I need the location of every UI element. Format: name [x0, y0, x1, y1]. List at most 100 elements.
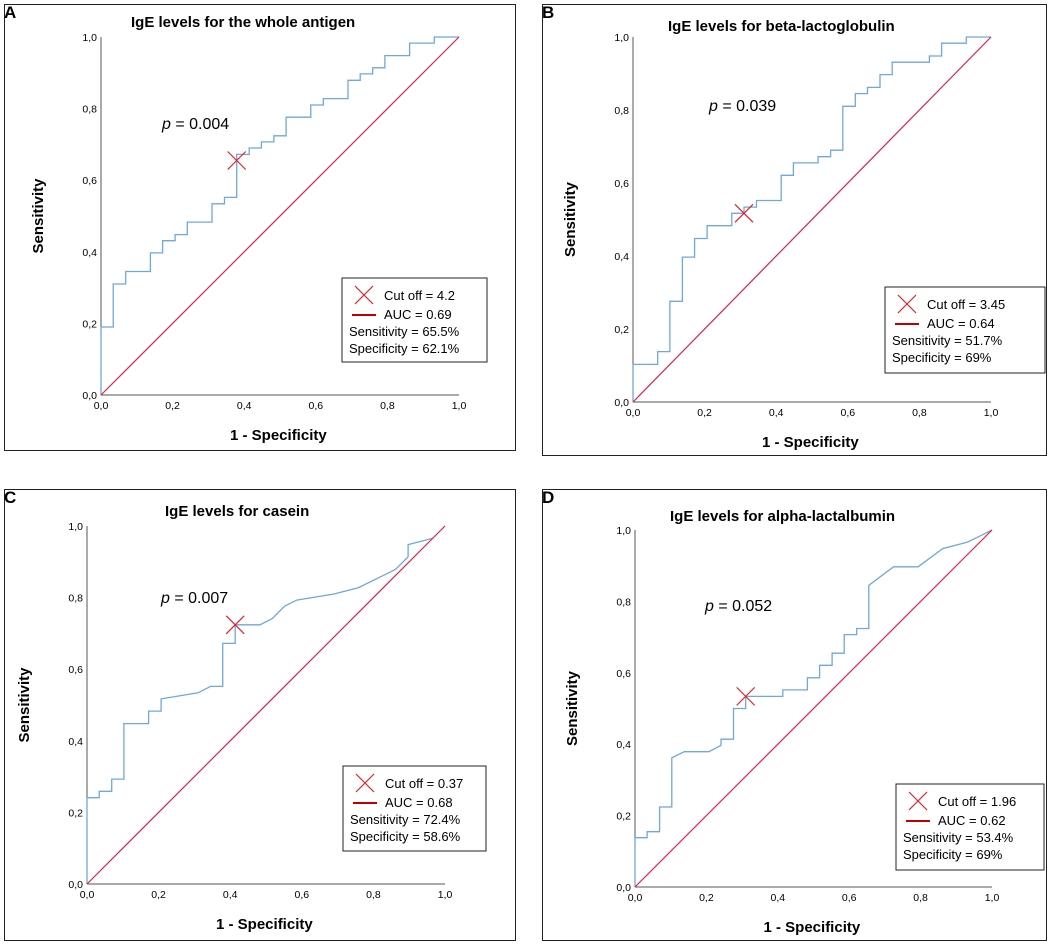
chart-d: IgE levels for alpha-lactalbumin 0,0 0,2 0,… — [564, 508, 1045, 936]
y-tick-label: 0,6 — [616, 668, 631, 680]
x-tick-label: 0,4 — [237, 400, 252, 412]
legend-sensitivity-text: Sensitivity = 65.5% — [349, 324, 460, 339]
y-tick-label: 0,8 — [68, 593, 83, 605]
legend-specificity-text: Specificity = 62.1% — [349, 341, 460, 356]
legend-auc-text: AUC = 0.69 — [384, 307, 452, 322]
legend-cutoff-icon — [908, 791, 928, 811]
x-tick-label: 0,2 — [165, 400, 180, 412]
y-tick-label: 0,2 — [616, 811, 631, 823]
legend-cutoff-text: Cut off = 4.2 — [384, 288, 455, 303]
legend-box — [342, 765, 487, 852]
y-tick-label: 0,4 — [616, 739, 631, 751]
legend-box — [341, 277, 488, 363]
x-tick-label: 1,0 — [438, 889, 453, 901]
x-axis-label: 1 - Specificity — [764, 919, 861, 936]
x-tick-label: 1,0 — [985, 892, 1000, 904]
chart-c: IgE levels for casein 0,0 0,2 0,4 0,6 0,8 1,0 0… — [16, 503, 487, 933]
p-value-label: p = 0.039 — [708, 98, 776, 115]
x-tick-label: 0,6 — [294, 889, 309, 901]
reference-line — [632, 36, 992, 403]
legend-cutoff-text: Cut off = 0.37 — [385, 776, 463, 791]
legend-auc-text: AUC = 0.62 — [938, 813, 1006, 828]
x-tick-label: 0,4 — [770, 892, 785, 904]
y-tick-label: 1,0 — [616, 525, 631, 537]
y-tick-label: 0,0 — [616, 882, 631, 894]
x-tick-label: 0,6 — [840, 407, 855, 419]
x-tick-label: 0,8 — [366, 889, 381, 901]
y-axis-label: Sensitivity — [16, 667, 33, 743]
x-tick-label: 0,4 — [223, 889, 238, 901]
x-tick-label: 0,2 — [699, 892, 714, 904]
y-axis-label: Sensitivity — [562, 181, 579, 257]
legend-cutoff-icon — [897, 294, 917, 314]
p-value-label: p = 0.007 — [160, 590, 228, 607]
x-tick-label: 0,0 — [628, 892, 643, 904]
x-tick-label: 1,0 — [452, 400, 467, 412]
x-tick-label: 0,6 — [308, 400, 323, 412]
y-tick-label: 0,0 — [614, 397, 629, 409]
y-tick-label: 0,6 — [82, 175, 97, 187]
legend-box — [884, 286, 1046, 374]
panel-letter: D — [542, 488, 555, 507]
panel-b: B IgE levels for beta-lactoglobulin 0,0 0,… — [542, 3, 1047, 456]
legend-auc-text: AUC = 0.68 — [385, 795, 453, 810]
y-tick-label: 0,6 — [68, 664, 83, 676]
y-tick-label: 0,8 — [616, 596, 631, 608]
panel-letter: A — [4, 3, 17, 22]
legend-cutoff-text: Cut off = 1.96 — [938, 794, 1016, 809]
y-tick-label: 0,4 — [614, 251, 629, 263]
y-axis-label: Sensitivity — [30, 178, 47, 254]
y-axis-label: Sensitivity — [564, 670, 581, 746]
panel-d: D IgE levels for alpha-lactalbumin 0,0 0,2… — [542, 488, 1047, 941]
legend-sensitivity-text: Sensitivity = 53.4% — [903, 830, 1014, 845]
roc-curve — [100, 36, 459, 395]
roc-curve — [86, 537, 433, 884]
legend-specificity-text: Specificity = 69% — [892, 350, 992, 365]
cutoff-marker — [734, 203, 754, 223]
chart-b: IgE levels for beta-lactoglobulin 0,0 0,2 0… — [562, 18, 1046, 451]
panel-c: C IgE levels for casein 0,0 0,2 0,4 0,6 0,8 1,… — [4, 488, 516, 941]
legend-specificity-text: Specificity = 58.6% — [350, 829, 461, 844]
legend-cutoff-icon — [354, 285, 374, 305]
cutoff-marker — [736, 686, 756, 706]
x-tick-label: 0,0 — [626, 407, 641, 419]
y-tick-label: 0,4 — [82, 247, 97, 259]
reference-line — [100, 36, 460, 396]
y-tick-label: 1,0 — [614, 32, 629, 44]
x-axis-label: 1 - Specificity — [762, 434, 859, 451]
x-tick-label: 0,0 — [80, 889, 95, 901]
y-tick-label: 0,2 — [68, 807, 83, 819]
reference-line — [86, 525, 446, 885]
p-value-label: p = 0.004 — [161, 116, 229, 133]
chart-title: IgE levels for alpha-lactalbumin — [670, 508, 895, 525]
reference-line — [634, 529, 993, 888]
x-tick-label: 1,0 — [984, 407, 999, 419]
x-tick-label: 0,8 — [913, 892, 928, 904]
panel-letter: B — [542, 3, 555, 22]
y-tick-label: 1,0 — [68, 521, 83, 533]
y-tick-label: 0,6 — [614, 178, 629, 190]
x-tick-label: 0,2 — [697, 407, 712, 419]
y-tick-label: 0,8 — [82, 104, 97, 116]
cutoff-marker — [227, 151, 247, 170]
panel-a: A IgE levels for the whole antigen 0,0 0,2… — [4, 3, 516, 451]
x-axis-label: 1 - Specificity — [216, 916, 313, 933]
x-tick-label: 0,0 — [94, 400, 109, 412]
y-tick-label: 0,2 — [614, 324, 629, 336]
y-tick-label: 0,2 — [82, 318, 97, 330]
x-tick-label: 0,6 — [842, 892, 857, 904]
p-value-label: p = 0.052 — [704, 598, 772, 615]
legend-cutoff-icon — [355, 773, 375, 793]
legend-cutoff-text: Cut off = 3.45 — [927, 297, 1005, 312]
x-tick-label: 0,8 — [380, 400, 395, 412]
chart-title: IgE levels for beta-lactoglobulin — [668, 18, 895, 35]
x-axis-label: 1 - Specificity — [230, 427, 327, 444]
cutoff-marker — [225, 615, 245, 635]
legend-auc-text: AUC = 0.64 — [927, 316, 995, 331]
chart-title: IgE levels for the whole antigen — [131, 14, 355, 31]
legend-sensitivity-text: Sensitivity = 72.4% — [350, 812, 461, 827]
x-tick-label: 0,8 — [912, 407, 927, 419]
legend-specificity-text: Specificity = 69% — [903, 847, 1003, 862]
chart-a: IgE levels for the whole antigen 0,0 0,2 0,… — [30, 14, 488, 444]
panel-letter: C — [4, 488, 17, 507]
